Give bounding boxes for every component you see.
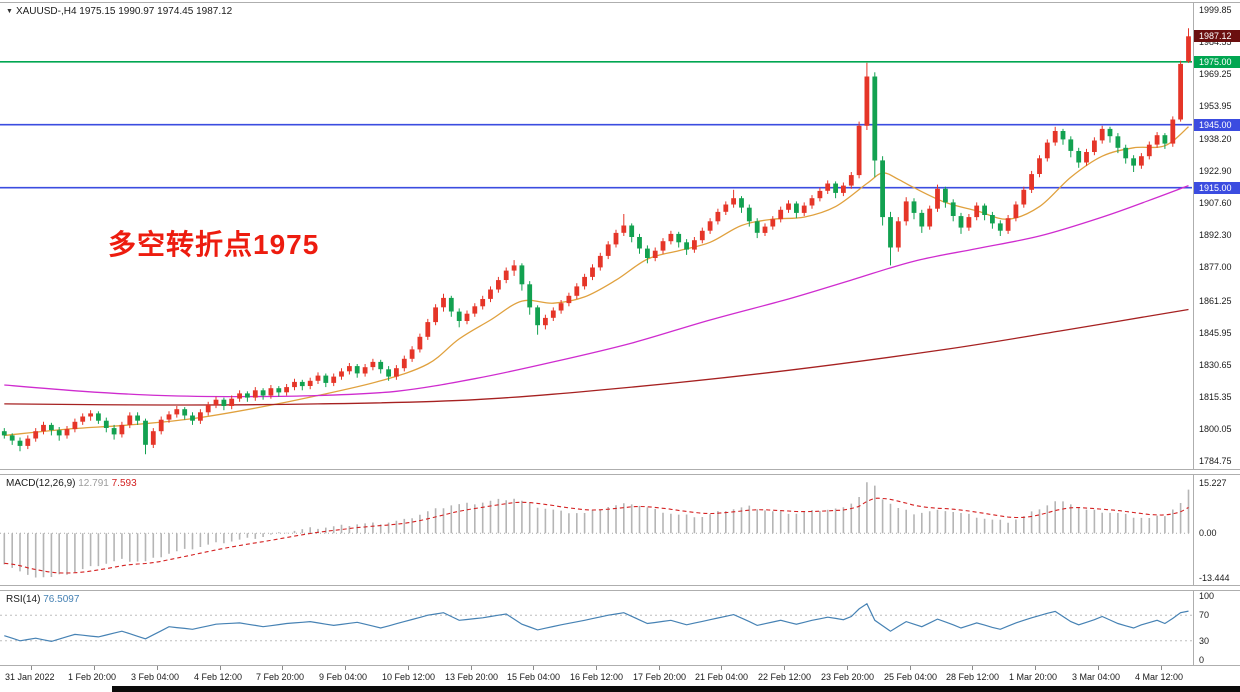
time-tick <box>596 666 597 670</box>
time-label: 10 Feb 12:00 <box>382 672 436 682</box>
time-tick <box>31 666 32 670</box>
axis-label: 1830.65 <box>1199 360 1232 370</box>
axis-label: 1784.75 <box>1199 456 1232 466</box>
symbol-period-label: XAUUSD-,H4 <box>15 6 77 17</box>
candlestick-plot[interactable] <box>0 3 1192 469</box>
time-label: 9 Feb 04:00 <box>319 672 368 682</box>
time-tick <box>784 666 785 670</box>
time-label: 21 Feb 04:00 <box>695 672 749 682</box>
axis-label: 100 <box>1199 591 1215 601</box>
time-tick <box>345 666 346 670</box>
axis-label: 15.227 <box>1199 478 1227 488</box>
axis-label: 1892.30 <box>1199 230 1232 240</box>
axis-label: 1969.25 <box>1199 69 1232 79</box>
ma-fast-orange <box>4 126 1189 437</box>
time-label: 1 Feb 20:00 <box>68 672 117 682</box>
bid-price-badge: 1987.12 <box>1194 30 1240 42</box>
time-label: 1 Mar 20:00 <box>1009 672 1058 682</box>
axis-label: -13.444 <box>1199 573 1230 583</box>
axis-label: 70 <box>1199 610 1210 620</box>
price-level-badge: 1915.00 <box>1194 182 1240 194</box>
time-tick <box>1098 666 1099 670</box>
macd-value-signal: 7.593 <box>111 478 137 489</box>
rsi-plot[interactable] <box>0 591 1192 665</box>
time-axis[interactable]: 31 Jan 2022 1 Feb 20:00 3 Feb 04:00 4 Feb 1… <box>0 666 1240 686</box>
axis-label: 1938.20 <box>1199 134 1232 144</box>
rsi-label: RSI(14) 76.5097 <box>6 594 79 605</box>
time-label: 13 Feb 20:00 <box>445 672 499 682</box>
time-label: 7 Feb 20:00 <box>256 672 305 682</box>
time-tick <box>910 666 911 670</box>
time-label: 16 Feb 12:00 <box>570 672 624 682</box>
time-label: 15 Feb 04:00 <box>507 672 561 682</box>
bottom-bar <box>112 686 1240 692</box>
time-tick <box>1161 666 1162 670</box>
axis-label: 30 <box>1199 636 1210 646</box>
ma-slow-darkred <box>4 308 1189 406</box>
rsi-line <box>4 602 1189 643</box>
chart-ohlc-title: ▼ XAUUSD-,H4 1975.15 1990.97 1974.45 1987… <box>6 6 232 17</box>
time-tick <box>1035 666 1036 670</box>
rsi-value: 76.5097 <box>43 594 80 605</box>
time-tick <box>282 666 283 670</box>
time-tick <box>220 666 221 670</box>
rsi-name: RSI(14) <box>6 594 41 605</box>
macd-axis[interactable]: 15.227 0.00 -13.444 <box>1193 475 1240 585</box>
axis-label: 1800.05 <box>1199 424 1232 434</box>
axis-label: 1815.35 <box>1199 392 1232 402</box>
time-tick <box>972 666 973 670</box>
rsi-pane: 100 70 30 0 RSI(14) 76.5097 <box>0 590 1240 666</box>
macd-label: MACD(12,26,9) 12.791 7.593 <box>6 478 137 489</box>
time-tick <box>157 666 158 670</box>
price-level-badge: 1945.00 <box>1194 119 1240 131</box>
time-tick <box>94 666 95 670</box>
time-label: 4 Mar 12:00 <box>1135 672 1184 682</box>
pane-separator[interactable] <box>0 470 1240 474</box>
time-tick <box>659 666 660 670</box>
axis-label: 1999.85 <box>1199 5 1232 15</box>
macd-pane: 15.227 0.00 -13.444 MACD(12,26,9) 12.791 7… <box>0 474 1240 586</box>
time-tick <box>408 666 409 670</box>
axis-label: 1953.95 <box>1199 101 1232 111</box>
time-label: 22 Feb 12:00 <box>758 672 812 682</box>
time-tick <box>721 666 722 670</box>
axis-label: 1984.55 <box>1199 37 1232 47</box>
price-level-badge: 1975.00 <box>1194 56 1240 68</box>
time-label: 4 Feb 12:00 <box>194 672 243 682</box>
time-label: 17 Feb 20:00 <box>633 672 687 682</box>
rsi-axis[interactable]: 100 70 30 0 <box>1193 591 1240 665</box>
axis-label: 0 <box>1199 655 1205 665</box>
ma-mid-magenta <box>4 184 1189 398</box>
axis-label: 1877.00 <box>1199 262 1232 272</box>
annotation-text[interactable]: 多空转折点1975 <box>108 229 320 260</box>
pane-separator[interactable] <box>0 586 1240 590</box>
macd-name: MACD(12,26,9) <box>6 478 76 489</box>
time-tick <box>471 666 472 670</box>
time-label: 23 Feb 20:00 <box>821 672 875 682</box>
collapse-icon[interactable]: ▼ <box>6 8 13 15</box>
main-chart-pane: 1999.85 1984.55 1969.25 1953.95 1938.20 1922.… <box>0 2 1240 470</box>
candles <box>1 28 1191 455</box>
macd-value-main: 12.791 <box>78 478 109 489</box>
time-label: 31 Jan 2022 <box>5 672 55 682</box>
macd-plot[interactable] <box>0 475 1192 585</box>
price-axis[interactable]: 1999.85 1984.55 1969.25 1953.95 1938.20 1922.… <box>1193 3 1240 469</box>
macd-histogram <box>3 482 1190 578</box>
axis-label: 1845.95 <box>1199 328 1232 338</box>
time-label: 25 Feb 04:00 <box>884 672 938 682</box>
axis-label: 1922.90 <box>1199 166 1232 176</box>
time-label: 28 Feb 12:00 <box>946 672 1000 682</box>
axis-label: 0.00 <box>1199 528 1217 538</box>
time-label: 3 Feb 04:00 <box>131 672 180 682</box>
axis-label: 1907.60 <box>1199 198 1232 208</box>
time-label: 3 Mar 04:00 <box>1072 672 1121 682</box>
time-tick <box>847 666 848 670</box>
macd-signal-line <box>4 497 1189 574</box>
ohlc-values: 1975.15 1990.97 1974.45 1987.12 <box>79 6 233 17</box>
time-tick <box>533 666 534 670</box>
axis-label: 1861.25 <box>1199 296 1232 306</box>
